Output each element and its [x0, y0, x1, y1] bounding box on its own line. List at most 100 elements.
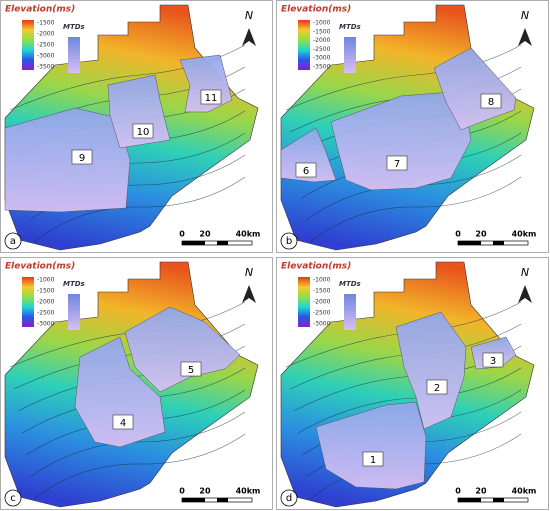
mtd-label-box	[132, 123, 154, 139]
contour-line	[309, 176, 522, 243]
colorbar-tick-label: -2500	[37, 42, 55, 49]
scale-label: 40km	[236, 230, 261, 239]
north-label: N	[521, 266, 529, 279]
colorbar	[22, 277, 34, 327]
mtd-area	[315, 401, 427, 490]
colorbar-tick-label: -3000	[37, 53, 55, 60]
mtd-label-box	[426, 379, 448, 395]
colorbar-tick-label: -1500	[313, 288, 331, 295]
mtd-legend-label: MTDs	[339, 23, 361, 31]
mtd-label-box	[295, 162, 317, 178]
mtd-legend-swatch	[68, 294, 80, 330]
panel-letter: b	[286, 236, 292, 247]
colorbar-tick-label: -2500	[313, 46, 331, 53]
mtd-label: 4	[120, 418, 126, 429]
colorbar-tick-label: -1000	[313, 277, 331, 284]
legend-title: Elevation(ms)	[5, 262, 75, 272]
mtd-label: 5	[188, 365, 194, 376]
scale-label: 20	[475, 230, 487, 239]
mtd-label: 2	[434, 383, 440, 394]
mtd-label: 11	[205, 93, 218, 104]
colorbar	[22, 20, 34, 70]
colorbar	[298, 277, 310, 327]
colorbar-tick-label: -3000	[37, 321, 55, 328]
scale-bar-black	[458, 241, 481, 245]
mtd-label: 9	[79, 153, 85, 164]
contour-line	[29, 411, 246, 478]
mtd-area	[4, 107, 131, 213]
scale-label: 40km	[236, 487, 261, 496]
panel-letter-circle	[4, 232, 22, 250]
colorbar-tick-label: -3000	[313, 321, 331, 328]
legend-title: Elevation(ms)	[281, 5, 351, 15]
contour-line	[297, 367, 522, 434]
mtd-area	[107, 74, 171, 149]
scale-bar-black	[182, 498, 205, 502]
scale-label: 0	[455, 487, 461, 496]
mtd-label-box	[386, 155, 408, 171]
north-arrow	[242, 28, 256, 46]
mtd-label-box	[180, 361, 202, 377]
panel-frame	[276, 0, 549, 253]
mtd-label-box	[362, 451, 384, 467]
scale-label: 0	[179, 487, 185, 496]
mtd-area	[124, 306, 241, 393]
panel-frame	[0, 0, 273, 253]
scale-label: 20	[475, 487, 487, 496]
panel-letter: c	[10, 493, 16, 504]
map-panel: 9 10 11 Elevation(ms) -1500 -2000 -2500 -3000 -3…	[0, 0, 273, 253]
colorbar-tick-label: -1000	[313, 20, 331, 27]
scale-label: 20	[199, 487, 211, 496]
map-panel: 1 2 3 Elevation(ms) -1000 -1500 -2000 -2500 -300…	[276, 257, 549, 510]
scale-label: 20	[199, 230, 211, 239]
scale-bar-black	[217, 498, 228, 502]
colorbar-tick-label: -2000	[37, 299, 55, 306]
north-arrow	[518, 28, 532, 46]
colorbar-tick-label: -1500	[37, 288, 55, 295]
colorbar-tick-label: -3500	[37, 64, 55, 71]
colorbar-tick-label: -1500	[37, 20, 55, 27]
panel-frame	[276, 257, 549, 510]
mtd-label: 6	[303, 166, 309, 177]
contour-line	[33, 433, 246, 500]
mtd-area	[74, 336, 166, 448]
scale-bar-black	[458, 498, 481, 502]
map-panel: 4 5 Elevation(ms) -1000 -1500 -2000 -2500 -3000…	[0, 257, 273, 510]
contour-line	[33, 176, 246, 243]
colorbar-tick-label: -1000	[37, 277, 55, 284]
mtd-label: 1	[370, 455, 376, 466]
mtd-label: 7	[394, 159, 400, 170]
colorbar-tick-label: -2000	[313, 299, 331, 306]
colorbar-tick-label: -3500	[313, 64, 331, 71]
mtd-label: 3	[490, 356, 496, 367]
north-label: N	[245, 266, 253, 279]
mtd-legend-swatch	[344, 37, 356, 73]
mtd-legend-label: MTDs	[63, 23, 85, 31]
mtd-area	[280, 127, 337, 183]
north-label: N	[245, 9, 253, 22]
scale-bar-black	[493, 498, 504, 502]
scale-label: 40km	[512, 230, 537, 239]
panel-letter: a	[10, 236, 16, 247]
scale-bar-black	[217, 241, 228, 245]
colorbar	[298, 20, 310, 70]
legend-title: Elevation(ms)	[281, 262, 351, 272]
panel-letter-circle	[4, 489, 22, 507]
panel-letter-circle	[280, 232, 298, 250]
mtd-label: 10	[137, 127, 150, 138]
mtd-label-box	[480, 93, 502, 109]
mtd-label-box	[112, 414, 134, 430]
panel-frame	[0, 257, 273, 510]
scale-label: 0	[179, 230, 185, 239]
mtd-area	[330, 91, 472, 191]
map-panel: 6 7 8 Elevation(ms) -1000-1500 -2000 -2500 -300…	[276, 0, 549, 253]
panel-letter: d	[286, 493, 292, 504]
mtd-legend-label: MTDs	[339, 280, 361, 288]
scale-bar-black	[493, 241, 504, 245]
colorbar-tick-label: -1500	[313, 28, 331, 35]
north-arrow	[242, 285, 256, 303]
scale-label: 0	[455, 230, 461, 239]
colorbar-tick-label: -2000	[37, 31, 55, 38]
mtd-label-box	[482, 352, 504, 368]
